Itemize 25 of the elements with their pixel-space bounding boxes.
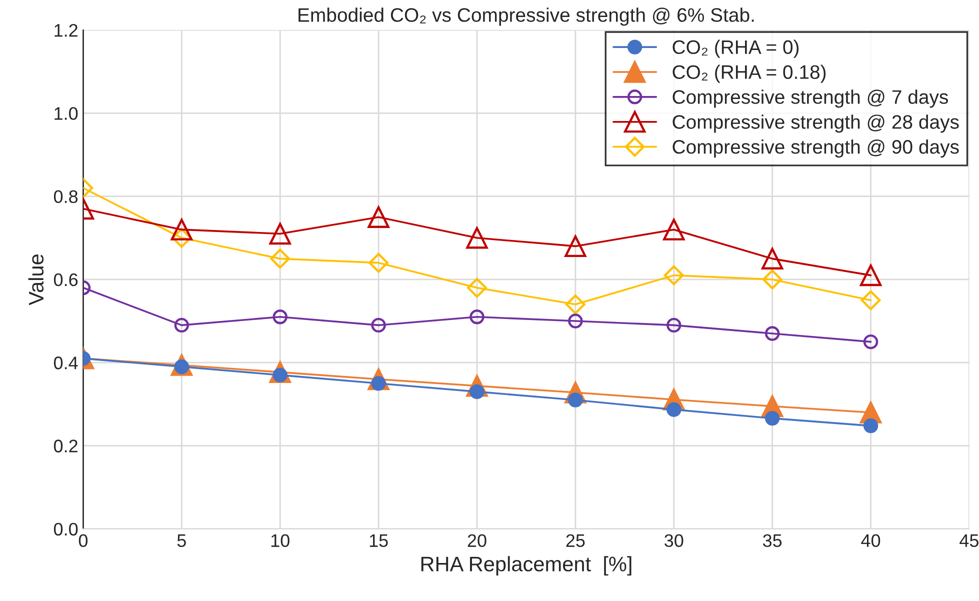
y-tick-label: 0.2	[54, 440, 78, 452]
x-axis-title: RHA Replacement [%]	[421, 556, 632, 576]
y-tick-label: 0.4	[54, 356, 78, 370]
legend-label: CO₂ (RHA = 0)	[672, 40, 799, 58]
x-tick-label: 15	[370, 534, 388, 548]
x-tick-label: 0	[78, 534, 88, 548]
x-tick-label: 45	[960, 534, 978, 548]
legend-label: CO₂ (RHA = 0.18)	[672, 64, 826, 83]
legend-label: Compressive strength @ 7 days	[672, 90, 948, 108]
x-tick-label: 5	[177, 534, 186, 548]
x-tick-label: 40	[861, 534, 880, 548]
y-tick-label: 0.0	[54, 522, 78, 536]
x-tick-label: 25	[566, 534, 585, 548]
legend-label: Compressive strength @ 90 days	[672, 140, 959, 158]
x-tick-label: 20	[468, 534, 486, 548]
y-tick-label: 0.6	[54, 273, 78, 286]
x-tick-label: 35	[762, 534, 782, 548]
x-tick-label: 30	[664, 534, 684, 548]
y-tick-label: 1.2	[54, 24, 78, 37]
x-tick-label: 10	[271, 534, 290, 548]
y-tick-label: 1.0	[54, 107, 78, 120]
y-axis-title: Value	[28, 254, 44, 306]
y-tick-label: 0.8	[54, 190, 78, 204]
chart-title: Embodied CO₂ vs Compressive strength @ 6% Stab.	[298, 8, 754, 26]
legend-label: Compressive strength @ 28 days	[672, 114, 959, 133]
